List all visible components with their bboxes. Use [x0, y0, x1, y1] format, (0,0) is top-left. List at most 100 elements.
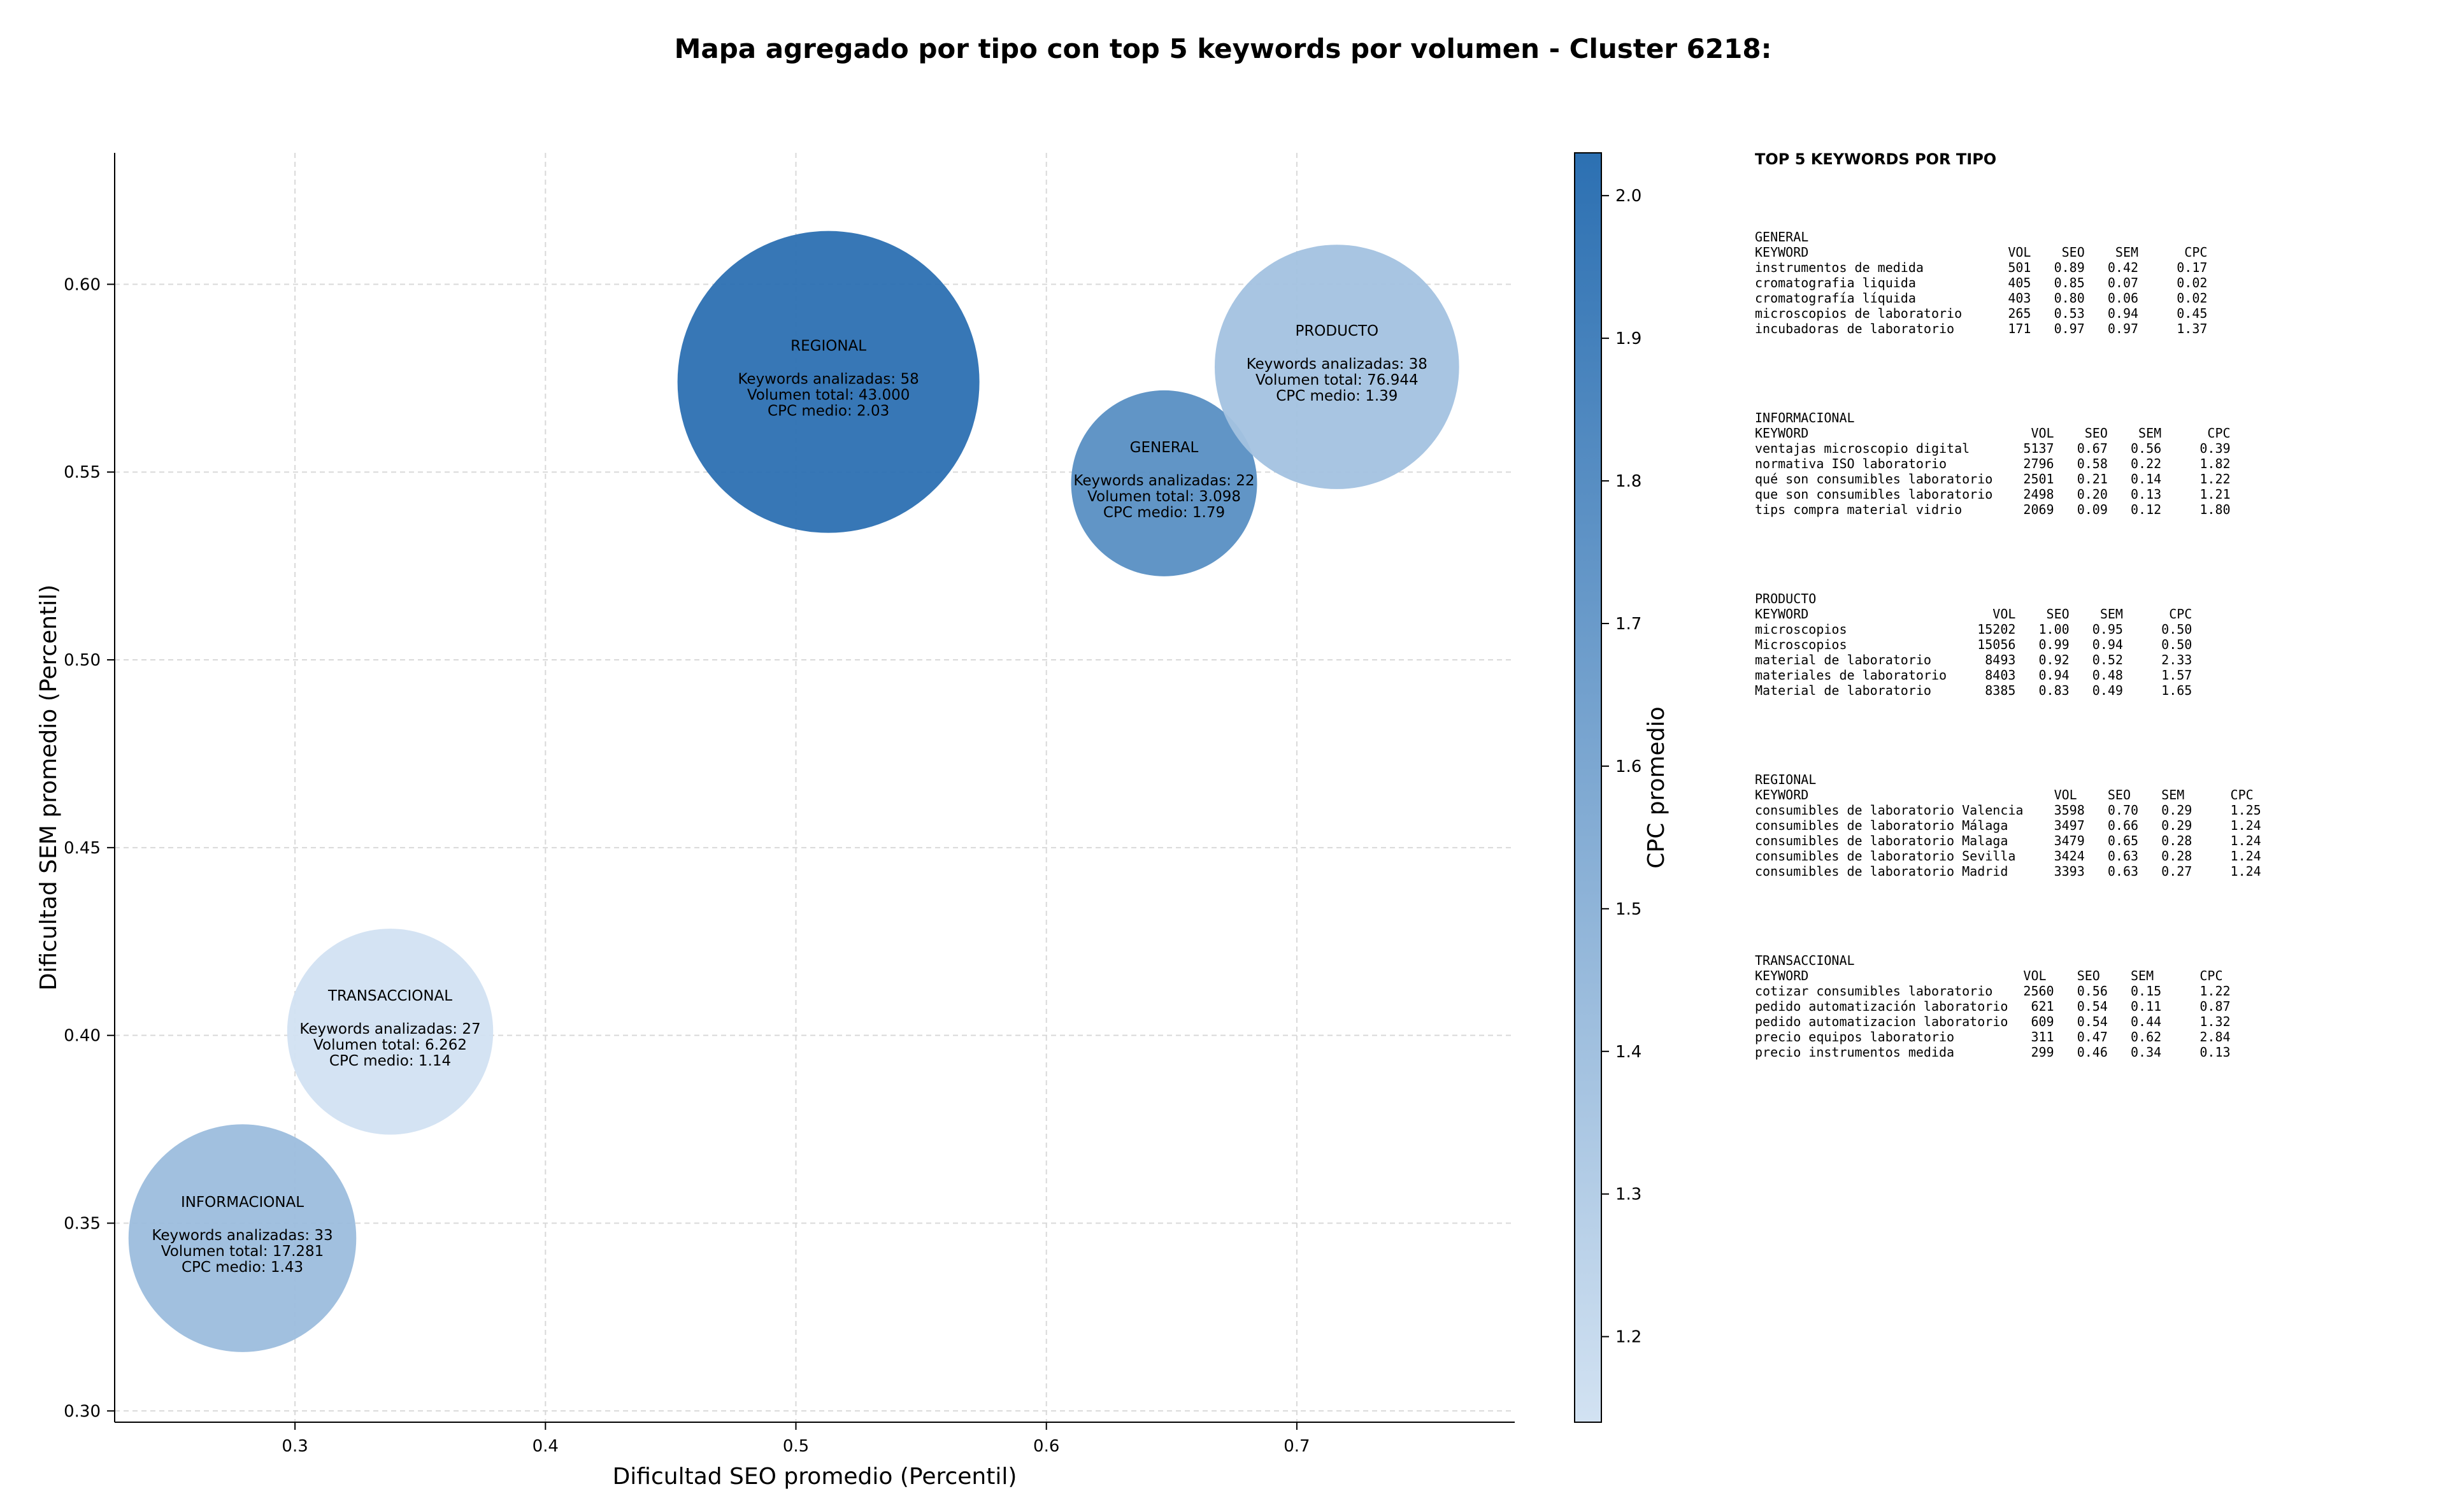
y-tick-label: 0.60 [64, 275, 101, 294]
bubble [287, 929, 494, 1135]
y-tick-label: 0.35 [64, 1214, 101, 1233]
bubble-volume-label: Volumen total: 6.262 [313, 1037, 467, 1053]
x-axis-label: Dificultad SEO promedio (Percentil) [613, 1464, 1017, 1490]
keyword-row: cotizar consumibles laboratorio 2560 0.5… [1755, 983, 2231, 999]
bubble [1214, 245, 1459, 489]
colorbar-tick-label: 1.9 [1615, 329, 1641, 348]
y-axis-label: Dificultad SEM promedio (Percentil) [36, 585, 62, 991]
y-tick-label: 0.40 [64, 1027, 101, 1046]
keyword-row: normativa ISO laboratorio 2796 0.58 0.22… [1755, 456, 2231, 471]
bubble-cpc-label: CPC medio: 2.03 [768, 403, 889, 420]
keyword-row: consumibles de laboratorio Madrid 3393 0… [1755, 864, 2261, 879]
colorbar-tick-label: 2.0 [1615, 187, 1641, 206]
top-keywords-panel: TOP 5 KEYWORDS POR TIPO GENERAL KEYWORD … [1755, 150, 2443, 1134]
keyword-group-name: REGIONAL [1755, 772, 1817, 787]
keyword-row: que son consumibles laboratorio 2498 0.2… [1755, 487, 2231, 502]
keyword-row: pedido automatizacion laboratorio 609 0.… [1755, 1014, 2231, 1029]
keyword-group-table: TRANSACCIONAL KEYWORD VOL SEO SEM CPC co… [1755, 953, 2443, 1060]
colorbar-bar [1574, 152, 1602, 1423]
bubble-type-label: INFORMACIONAL [181, 1194, 304, 1211]
bubble-volume-label: Volumen total: 17.281 [161, 1243, 324, 1260]
bubble-volume-label: Volumen total: 43.000 [747, 387, 910, 404]
top-keywords-heading: TOP 5 KEYWORDS POR TIPO [1755, 150, 1997, 168]
bubble-cpc-label: CPC medio: 1.14 [329, 1053, 451, 1069]
keyword-row: precio equipos laboratorio 311 0.47 0.62… [1755, 1029, 2231, 1045]
x-tick-label: 0.6 [1033, 1437, 1059, 1456]
keyword-row: Material de laboratorio 8385 0.83 0.49 1… [1755, 683, 2192, 698]
keyword-row: materiales de laboratorio 8403 0.94 0.48… [1755, 667, 2192, 683]
colorbar-tick-label: 1.7 [1615, 615, 1641, 634]
keyword-row: consumibles de laboratorio Valencia 3598… [1755, 802, 2261, 818]
bubble-keywords-label: Keywords analizadas: 22 [1073, 473, 1254, 489]
keyword-group-name: PRODUCTO [1755, 591, 1817, 606]
x-tick-label: 0.4 [533, 1437, 559, 1456]
keyword-row: microscopios de laboratorio 265 0.53 0.9… [1755, 306, 2208, 321]
y-tick-label: 0.55 [64, 463, 101, 482]
keyword-group-table: REGIONAL KEYWORD VOL SEO SEM CPC consumi… [1755, 772, 2443, 879]
colorbar-tick-label: 1.2 [1615, 1328, 1641, 1347]
keyword-group-name: GENERAL [1755, 229, 1809, 245]
colorbar-tick-label: 1.6 [1615, 757, 1641, 776]
bubble [128, 1124, 357, 1352]
top-keywords-groups: GENERAL KEYWORD VOL SEO SEM CPC instrume… [1755, 229, 2443, 1060]
keyword-table-header: KEYWORD VOL SEO SEM CPC [1755, 245, 2208, 260]
keyword-table-header: KEYWORD VOL SEO SEM CPC [1755, 968, 2223, 983]
keyword-group: REGIONAL KEYWORD VOL SEO SEM CPC consumi… [1755, 772, 2443, 879]
bubble-keywords-label: Keywords analizadas: 27 [299, 1021, 480, 1038]
keyword-row: qué son consumibles laboratorio 2501 0.2… [1755, 471, 2231, 487]
y-tick-label: 0.30 [64, 1402, 101, 1421]
bubble-group: TRANSACCIONAL Keywords analizadas: 27Volu… [287, 929, 494, 1135]
colorbar-tick-label: 1.4 [1615, 1043, 1641, 1062]
keyword-group: TRANSACCIONAL KEYWORD VOL SEO SEM CPC co… [1755, 953, 2443, 1060]
colorbar: 1.2 1.3 1.4 1.5 1.6 1.7 1.8 1.9 2.0 CPC promedio [1574, 152, 1670, 1423]
keyword-group: INFORMACIONAL KEYWORD VOL SEO SEM CPC ve… [1755, 410, 2443, 517]
keyword-table-header: KEYWORD VOL SEO SEM CPC [1755, 606, 2192, 622]
bubble-cpc-label: CPC medio: 1.39 [1276, 388, 1398, 404]
keyword-group-name: INFORMACIONAL [1755, 410, 1855, 425]
keyword-row: pedido automatización laboratorio 621 0.… [1755, 999, 2231, 1014]
keyword-row: microscopios 15202 1.00 0.95 0.50 [1755, 622, 2192, 637]
keyword-group: GENERAL KEYWORD VOL SEO SEM CPC instrume… [1755, 229, 2443, 336]
colorbar-tick-label: 1.5 [1615, 900, 1641, 919]
bubble-cpc-label: CPC medio: 1.43 [182, 1259, 303, 1276]
bubble-type-label: REGIONAL [790, 338, 866, 355]
keyword-row: tips compra material vidrio 2069 0.09 0.… [1755, 502, 2231, 517]
bubble-type-label: TRANSACCIONAL [327, 988, 452, 1004]
bubble [677, 231, 980, 533]
keyword-row: instrumentos de medida 501 0.89 0.42 0.1… [1755, 260, 2208, 275]
keyword-group-table: PRODUCTO KEYWORD VOL SEO SEM CPC microsc… [1755, 591, 2443, 698]
keyword-row: cromatografia liquida 405 0.85 0.07 0.02 [1755, 275, 2208, 290]
bubble-cpc-label: CPC medio: 1.79 [1103, 504, 1225, 521]
colorbar-label: CPC promedio [1643, 706, 1670, 868]
axes: 0.3 0.4 0.5 0.6 0.7 0.30 0.35 0.40 0.45 0.50 0.55 0… [36, 153, 1515, 1490]
keyword-table-header: KEYWORD VOL SEO SEM CPC [1755, 425, 2231, 441]
y-tick-label: 0.45 [64, 839, 101, 858]
keyword-group-name: TRANSACCIONAL [1755, 953, 1855, 968]
bubble-group: INFORMACIONAL Keywords analizadas: 33Volu… [128, 1124, 357, 1352]
x-tick-label: 0.5 [783, 1437, 809, 1456]
keyword-group-table: INFORMACIONAL KEYWORD VOL SEO SEM CPC ve… [1755, 410, 2443, 517]
bubble [1071, 390, 1257, 576]
keyword-row: Microscopios 15056 0.99 0.94 0.50 [1755, 637, 2192, 652]
bubble-volume-label: Volumen total: 76.944 [1255, 372, 1419, 389]
bubble-type-label: PRODUCTO [1295, 323, 1378, 339]
keyword-row: consumibles de laboratorio Málaga 3497 0… [1755, 818, 2261, 833]
x-tick-label: 0.7 [1284, 1437, 1310, 1456]
colorbar-tick-label: 1.3 [1615, 1185, 1641, 1204]
chart-title: Mapa agregado por tipo con top 5 keyword… [674, 33, 1772, 64]
colorbar-tick-label: 1.8 [1615, 472, 1641, 491]
bubble-volume-label: Volumen total: 3.098 [1087, 489, 1241, 505]
bubble-keywords-label: Keywords analizadas: 33 [152, 1227, 333, 1244]
keyword-row: precio instrumentos medida 299 0.46 0.34… [1755, 1045, 2231, 1060]
keyword-table-header: KEYWORD VOL SEO SEM CPC [1755, 787, 2254, 802]
keyword-row: material de laboratorio 8493 0.92 0.52 2… [1755, 652, 2192, 667]
keyword-row: ventajas microscopio digital 5137 0.67 0… [1755, 441, 2231, 456]
x-tick-label: 0.3 [282, 1437, 308, 1456]
keyword-row: incubadoras de laboratorio 171 0.97 0.97… [1755, 321, 2208, 336]
bubble-keywords-label: Keywords analizadas: 38 [1247, 356, 1427, 373]
bubble-keywords-label: Keywords analizadas: 58 [738, 371, 919, 388]
